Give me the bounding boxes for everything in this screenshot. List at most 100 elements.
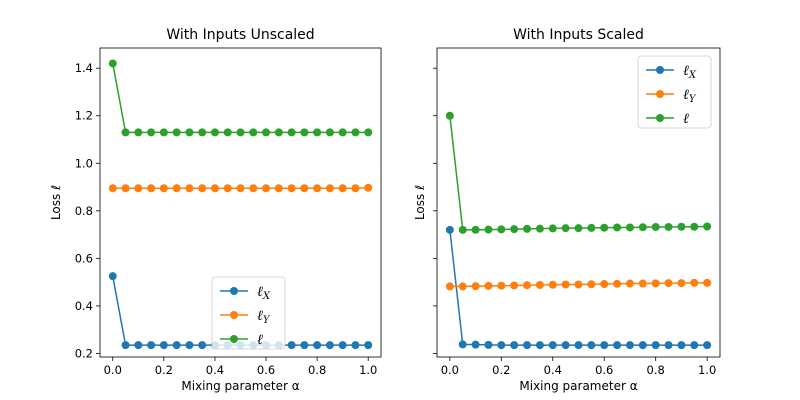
- data-point: [134, 184, 143, 193]
- data-point: [338, 184, 347, 193]
- data-point: [313, 184, 322, 193]
- x-tick-label: 0.4: [544, 363, 562, 377]
- data-point: [236, 128, 245, 137]
- x-tick-label: 0.8: [647, 363, 665, 377]
- data-point: [338, 128, 347, 137]
- data-point: [574, 280, 583, 289]
- y-axis-label: Loss ℓ: [49, 185, 63, 220]
- y-tick-label: 1.4: [75, 61, 93, 75]
- legend-label-main: ℓ: [257, 284, 263, 300]
- data-point: [300, 128, 309, 137]
- data-point: [249, 184, 258, 193]
- data-point: [445, 225, 454, 234]
- data-point: [351, 341, 360, 350]
- data-point: [484, 225, 493, 234]
- legend-label: ℓX: [257, 284, 271, 302]
- data-point: [300, 184, 309, 193]
- data-point: [274, 184, 283, 193]
- data-point: [287, 341, 296, 350]
- data-point: [651, 222, 660, 231]
- data-point: [121, 128, 130, 137]
- legend-label-subscript: Y: [263, 315, 271, 326]
- data-point: [587, 280, 596, 289]
- data-point: [147, 184, 156, 193]
- legend-marker: [656, 114, 664, 122]
- legend-label-subscript: Y: [689, 94, 697, 105]
- legend-marker: [656, 90, 664, 98]
- data-point: [185, 184, 194, 193]
- data-point: [561, 280, 570, 289]
- y-tick-label: 0.8: [75, 204, 93, 218]
- data-point: [613, 279, 622, 288]
- data-point: [471, 282, 480, 291]
- chart-panel-scaled: With Inputs Scaled 0.0 0.2 0.4 0.6 0.8 1.0 Mixi…: [413, 27, 721, 393]
- x-tick-label: 1.0: [698, 363, 716, 377]
- data-point: [198, 128, 207, 137]
- data-point: [664, 222, 673, 231]
- legend-label-main: ℓ: [257, 308, 263, 324]
- x-tick-label: 0.2: [155, 363, 173, 377]
- legend-marker: [230, 335, 238, 343]
- data-point: [548, 341, 557, 350]
- x-tick-label: 1.0: [359, 363, 377, 377]
- data-point: [600, 280, 609, 289]
- data-point: [172, 341, 181, 350]
- data-point: [338, 341, 347, 350]
- data-point: [651, 341, 660, 350]
- x-tick-label: 0.4: [206, 363, 224, 377]
- legend-marker: [230, 311, 238, 319]
- chart-panel-unscaled: With Inputs Unscaled 0.0 0.2 0.4 0.6 0.8 1.0 0.…: [49, 27, 382, 393]
- data-point: [445, 282, 454, 291]
- data-point: [300, 341, 309, 350]
- data-point: [351, 184, 360, 193]
- data-point: [523, 281, 532, 290]
- data-point: [574, 341, 583, 350]
- data-point: [108, 59, 117, 68]
- data-point: [548, 224, 557, 233]
- data-point: [497, 225, 506, 234]
- data-point: [497, 341, 506, 350]
- legend-box: [637, 55, 712, 129]
- data-point: [458, 225, 467, 234]
- data-point: [523, 224, 532, 233]
- data-point: [287, 184, 296, 193]
- data-point: [625, 279, 634, 288]
- data-point: [185, 341, 194, 350]
- data-point: [249, 128, 258, 137]
- data-point: [198, 341, 207, 350]
- data-point: [690, 341, 699, 350]
- x-tick-label: 0.6: [595, 363, 613, 377]
- data-point: [535, 341, 544, 350]
- x-tick-label: 0.6: [257, 363, 275, 377]
- legend-label-main: ℓ: [683, 111, 689, 127]
- data-point: [548, 280, 557, 289]
- y-tick-label: 0.2: [75, 346, 93, 360]
- data-point: [134, 341, 143, 350]
- series-line-3: [449, 115, 708, 231]
- legend-label: ℓY: [257, 308, 271, 326]
- data-point: [510, 281, 519, 290]
- legend-label-main: ℓ: [683, 87, 689, 103]
- data-point: [664, 279, 673, 288]
- y-axis-label: Loss ℓ: [413, 185, 427, 220]
- data-point: [703, 278, 712, 287]
- data-point: [121, 184, 130, 193]
- data-point: [172, 184, 181, 193]
- data-point: [690, 278, 699, 287]
- data-point: [325, 128, 334, 137]
- data-point: [445, 111, 454, 120]
- data-point: [210, 128, 219, 137]
- data-point: [364, 128, 373, 137]
- y-tick-label: 1.0: [75, 156, 93, 170]
- data-point: [223, 128, 232, 137]
- data-point: [535, 280, 544, 289]
- data-point: [108, 184, 117, 193]
- data-point: [458, 282, 467, 291]
- plot-area-frame: [99, 47, 382, 358]
- data-point: [638, 279, 647, 288]
- legend-label-subscript: X: [688, 70, 697, 81]
- data-point: [313, 128, 322, 137]
